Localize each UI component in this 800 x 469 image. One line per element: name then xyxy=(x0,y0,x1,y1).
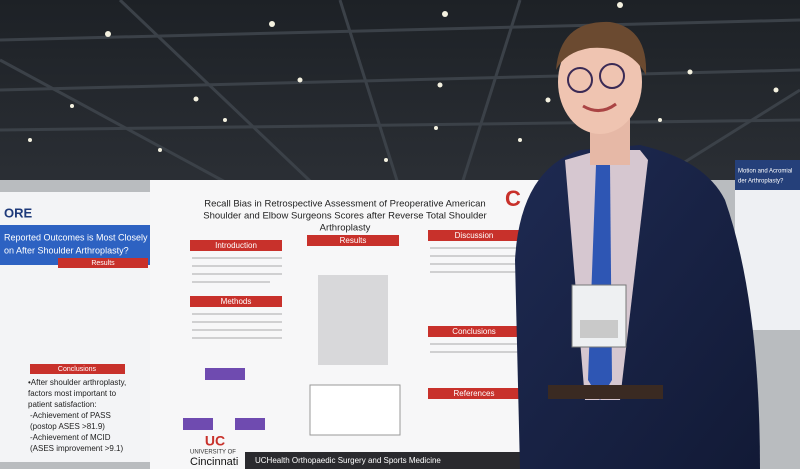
uc-logo: UC xyxy=(205,433,225,449)
person xyxy=(515,21,760,469)
poster-footer: UCHealth Orthopaedic Surgery and Sports … xyxy=(255,456,441,465)
shape xyxy=(434,126,438,130)
flowchart-box xyxy=(235,418,265,430)
right-title: der Arthroplasty? xyxy=(738,179,784,185)
shape xyxy=(384,158,388,162)
left-conclusions: •After shoulder arthroplasty, factors mo… xyxy=(28,378,126,453)
shape xyxy=(582,102,617,112)
title-line: Shoulder and Elbow Surgeons Scores after… xyxy=(203,211,486,222)
section-bar xyxy=(190,240,282,251)
shape xyxy=(437,82,443,88)
title-line: Arthroplasty xyxy=(320,223,371,234)
shape xyxy=(118,0,332,202)
shape xyxy=(518,138,522,142)
trusses xyxy=(0,0,800,202)
footer-bar xyxy=(245,452,545,469)
shape xyxy=(0,58,241,192)
shape xyxy=(567,67,593,93)
corner-logo: C xyxy=(505,186,521,211)
left-section-bar xyxy=(30,364,125,374)
shape xyxy=(658,118,662,122)
shape xyxy=(548,385,663,399)
conclusion-line: -Achievement of PASS xyxy=(30,411,111,420)
shape xyxy=(687,69,693,75)
flowchart-box xyxy=(183,418,213,430)
shape xyxy=(617,2,623,8)
section-bar xyxy=(190,296,282,307)
shape xyxy=(70,104,74,108)
university-name: Cincinnati xyxy=(190,456,238,468)
shape xyxy=(599,63,625,89)
center-title: Recall Bias in Retrospective Assessment … xyxy=(203,199,486,234)
conclusion-line: factors most important to xyxy=(28,389,117,398)
shape xyxy=(773,87,779,93)
left-section-bar xyxy=(58,258,148,268)
section-bar xyxy=(428,230,520,241)
left-logo: ORE xyxy=(4,205,33,220)
left-title: Reported Outcomes is Most Closely xyxy=(4,232,148,242)
scatter-figure xyxy=(309,384,401,436)
section-header: References xyxy=(454,389,495,398)
shape xyxy=(269,21,275,27)
left-section-header: Conclusions xyxy=(58,366,97,373)
left-section-header: Results xyxy=(91,260,115,267)
shape xyxy=(158,148,162,152)
right-title-bar xyxy=(735,160,800,190)
shape xyxy=(545,97,551,103)
shape xyxy=(458,0,522,191)
results-table xyxy=(318,275,388,365)
shape xyxy=(442,11,448,17)
shape xyxy=(105,31,111,37)
section-header: Conclusions xyxy=(452,327,496,336)
title-line: Recall Bias in Retrospective Assessment … xyxy=(204,199,485,210)
shape xyxy=(297,77,303,83)
left-title: on After Shoulder Arthroplasty? xyxy=(4,245,129,255)
body-text-lines xyxy=(192,247,520,353)
section-bar xyxy=(428,388,520,399)
conclusion-line: patient satisfaction: xyxy=(28,400,96,409)
shape xyxy=(193,96,199,102)
shape xyxy=(28,138,32,142)
shape xyxy=(338,0,402,191)
section-bar xyxy=(307,235,399,246)
section-header: Introduction xyxy=(215,241,257,250)
shape xyxy=(0,68,800,92)
section-header: Results xyxy=(340,236,367,245)
shape xyxy=(558,30,642,134)
university-label: UNIVERSITY OF xyxy=(190,450,236,456)
shape xyxy=(556,21,647,75)
shape xyxy=(0,118,800,132)
conclusion-line: (postop ASES >81.9) xyxy=(30,422,105,431)
shape xyxy=(0,18,800,42)
section-header: Methods xyxy=(221,297,252,306)
flowchart-box xyxy=(205,368,245,380)
section-headers: Introduction Results Methods Discussion … xyxy=(190,230,520,399)
section-bar xyxy=(428,326,520,337)
shape xyxy=(223,118,227,122)
right-title: Motion and Acromial xyxy=(738,169,792,175)
conclusion-line: •After shoulder arthroplasty, xyxy=(28,378,126,387)
conclusion-line: (ASES improvement >9.1) xyxy=(30,444,123,453)
conclusion-line: -Achievement of MCID xyxy=(30,433,111,442)
shape xyxy=(580,320,618,338)
ceiling-lights xyxy=(28,2,779,162)
section-header: Discussion xyxy=(455,231,494,240)
